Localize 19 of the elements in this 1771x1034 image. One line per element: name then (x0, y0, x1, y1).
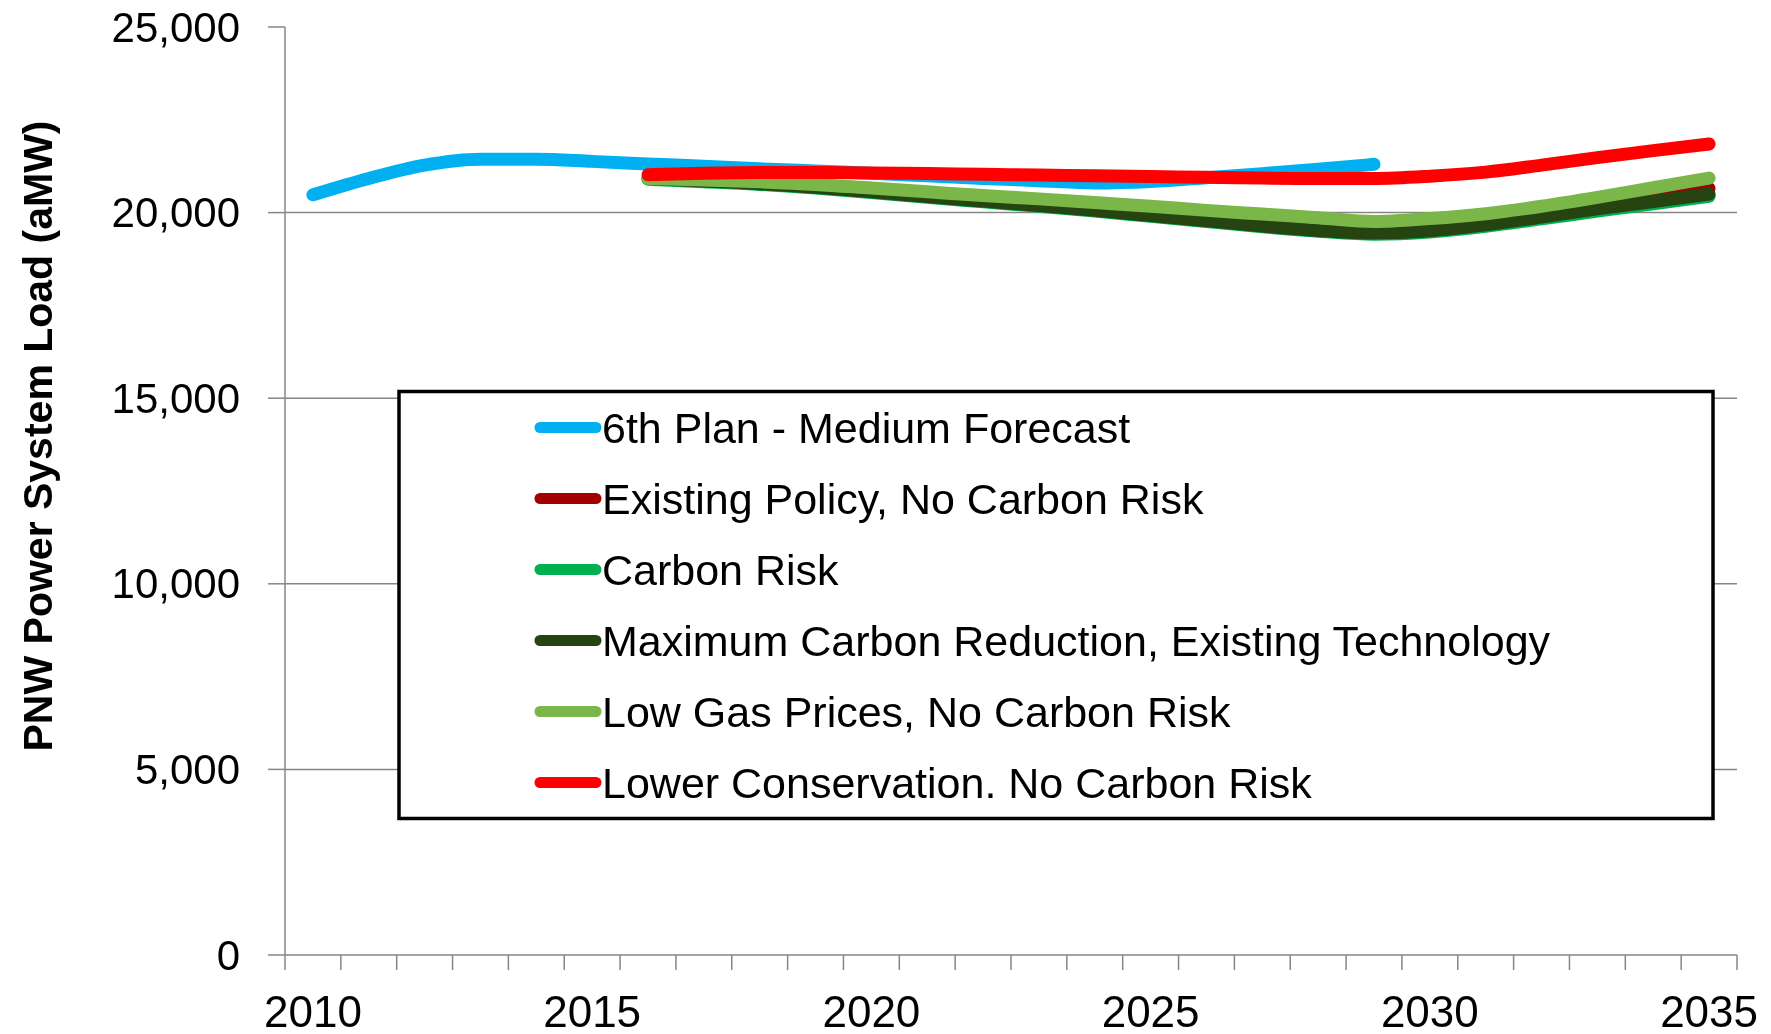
x-tick-label: 2010 (263, 987, 362, 1034)
legend-label: Lower Conservation. No Carbon Risk (602, 758, 1313, 807)
legend-label: Maximum Carbon Reduction, Existing Technology (602, 616, 1551, 665)
x-tick-label: 2030 (1380, 987, 1479, 1034)
y-tick-label: 10,000 (111, 560, 240, 608)
y-tick-label: 25,000 (111, 3, 240, 51)
x-tick-label: 2020 (822, 987, 921, 1034)
legend-label: Existing Policy, No Carbon Risk (602, 474, 1204, 523)
x-tick-label: 2035 (1660, 987, 1759, 1034)
x-tick-label: 2015 (543, 987, 642, 1034)
y-tick-label: 5,000 (134, 745, 240, 793)
y-tick-label: 20,000 (111, 189, 240, 237)
legend-label: 6th Plan - Medium Forecast (602, 403, 1131, 452)
legend-label: Low Gas Prices, No Carbon Risk (602, 687, 1231, 736)
legend-label: Carbon Risk (602, 545, 840, 594)
y-tick-label: 15,000 (111, 374, 240, 422)
y-tick-label: 0 (216, 931, 240, 979)
y-axis-title: PNW Power System Load (aMW) (15, 120, 61, 752)
x-tick-label: 2025 (1101, 987, 1200, 1034)
